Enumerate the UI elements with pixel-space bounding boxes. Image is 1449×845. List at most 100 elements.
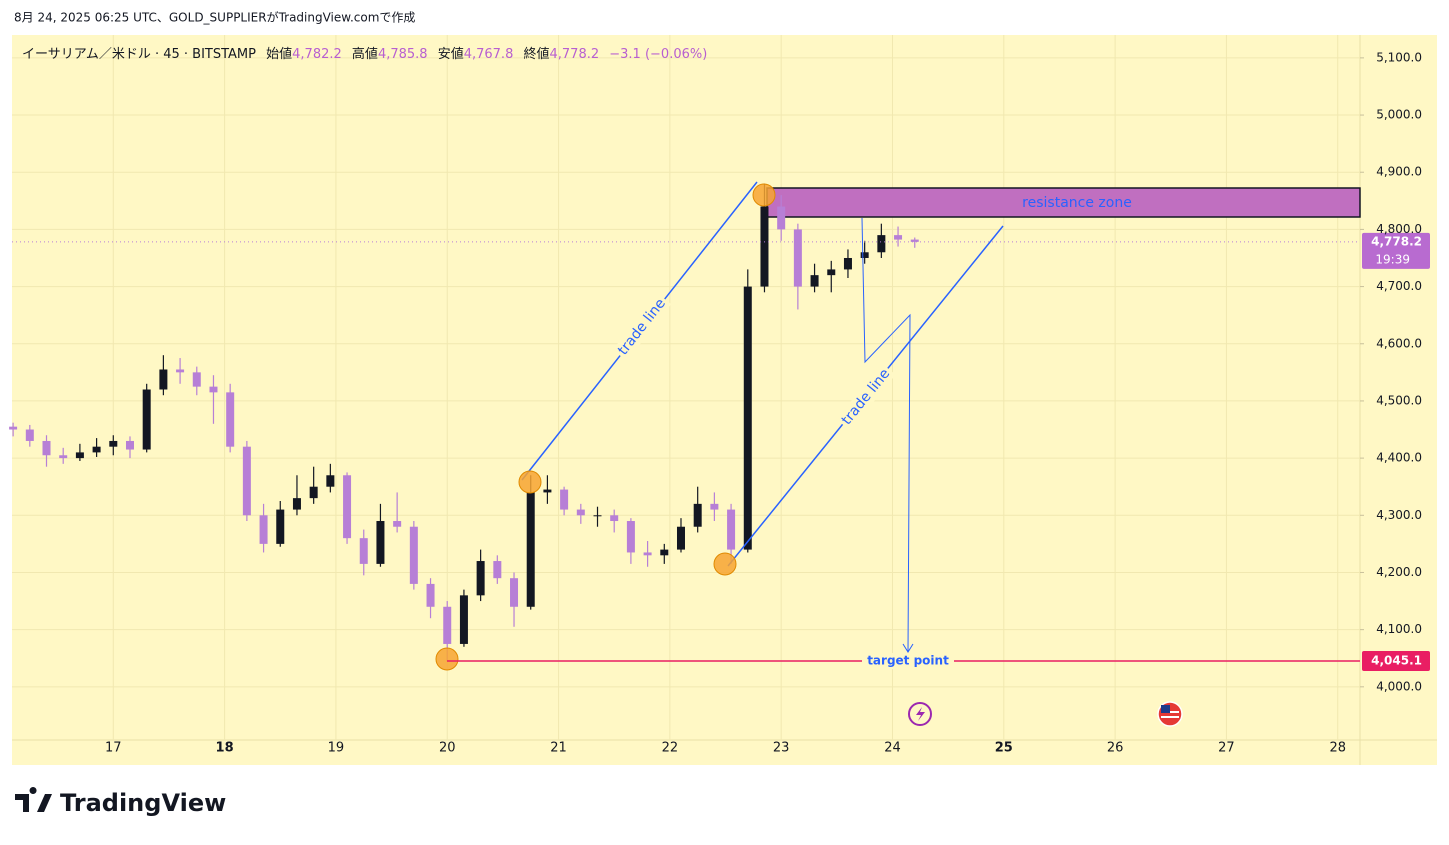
legend-value: 4,785.8 [378,47,428,62]
candle-body [409,526,418,584]
target-price-label: 4,045.1 [1371,654,1422,668]
candle-body [242,446,251,516]
candle-body [593,515,602,517]
x-tick-label: 28 [1329,741,1346,756]
x-tick-label: 26 [1107,741,1124,756]
y-tick-label: 4,200.0 [1376,565,1422,579]
y-tick-label: 4,100.0 [1376,622,1422,636]
candle-body [192,372,201,387]
candle-body [827,269,836,276]
countdown-label: 19:39 [1375,252,1410,266]
legend-key: 高値 [352,46,378,62]
x-tick-label: 27 [1218,741,1235,756]
y-tick-label: 4,000.0 [1376,679,1422,693]
candle-body [92,446,101,453]
candle-body [810,275,819,287]
candle-body [259,515,268,544]
candle-body [75,452,84,459]
candle-body [326,475,335,487]
y-tick-label: 4,300.0 [1376,508,1422,522]
legend-key: 安値 [438,46,464,62]
candle-body [376,521,385,564]
flag-canton [1161,705,1170,713]
candle-body [510,578,519,607]
y-tick-label: 4,900.0 [1376,165,1422,179]
legend: イーサリアム／米ドル · 45 · BITSTAMP 始値4,782.2 高値4… [22,46,707,62]
candle-body [159,369,168,390]
candle-body [476,561,485,596]
x-tick-label: 22 [662,741,679,756]
resistance-label: resistance zone [1022,195,1132,211]
candle-body [226,392,235,447]
y-tick-label: 4,500.0 [1376,393,1422,407]
candle-body [560,489,569,510]
candle-body [25,429,34,441]
candle-body [894,235,903,240]
y-tick-label: 4,800.0 [1376,222,1422,236]
candle-body [109,440,118,447]
target-label: target point [867,654,949,668]
chart-background [12,35,1437,765]
candle-body [543,489,552,493]
candle-body [125,440,134,450]
x-tick-label: 18 [216,741,234,756]
legend-value: 4,778.2 [550,47,600,62]
candle-body [393,521,402,527]
candle-body [443,606,452,644]
pivot-marker [752,183,776,207]
pivot-marker [435,647,459,671]
legend-key: 始値 [266,46,292,62]
candle-body [142,389,151,450]
x-tick-label: 23 [773,741,790,756]
candle-body [910,239,919,242]
candle-body [877,235,886,253]
y-tick-label: 5,000.0 [1376,108,1422,122]
candle-body [843,257,852,270]
candle-body [209,386,218,393]
candle-body [610,515,619,522]
candle-body [626,521,635,553]
candle-body [743,286,752,550]
target-label-bg [862,653,954,670]
levels: 4,778.2 19:39 target point 4,045.1 [12,232,1430,672]
flag-stripe [1161,716,1179,718]
candle-body [710,503,719,510]
candle-body [42,440,51,456]
candle-body [176,369,185,373]
candle-body [660,549,669,556]
x-tick-label: 19 [328,741,345,756]
x-tick-label: 20 [439,741,456,756]
attribution: 8月 24, 2025 06:25 UTC、GOLD_SUPPLIERがTrad… [14,10,415,25]
candle-body [493,561,502,579]
legend-key: 終値 [523,46,549,62]
label-bg [836,363,896,431]
logo-mark [15,787,52,812]
candle-body [309,486,318,499]
x-tick-label: 24 [884,741,901,756]
candle-body [777,206,786,230]
candle-body [292,498,301,510]
candle-body [359,538,368,564]
y-tick-label: 4,400.0 [1376,451,1422,465]
candle-body [526,492,535,607]
candle-body [276,509,285,544]
x-tick-label: 25 [995,741,1013,756]
event-icon-bolt [916,707,925,721]
candle-body [643,552,652,556]
candle-body [426,583,435,607]
legend-value: 4,782.2 [292,47,342,62]
candle-body [760,206,769,287]
last-price-label: 4,778.2 [1371,234,1422,248]
x-tick-label: 21 [550,741,567,756]
pivot-marker [713,552,737,576]
x-tick-label: 17 [105,741,122,756]
y-tick-label: 4,700.0 [1376,279,1422,293]
candle-body [59,455,68,459]
label-bg [612,293,672,361]
symbol: イーサリアム／米ドル · 45 · BITSTAMP [22,47,256,62]
y-tick-label: 5,100.0 [1376,50,1422,64]
candle-body [459,595,468,644]
candle-body [693,503,702,527]
target-price-box [1362,651,1430,672]
